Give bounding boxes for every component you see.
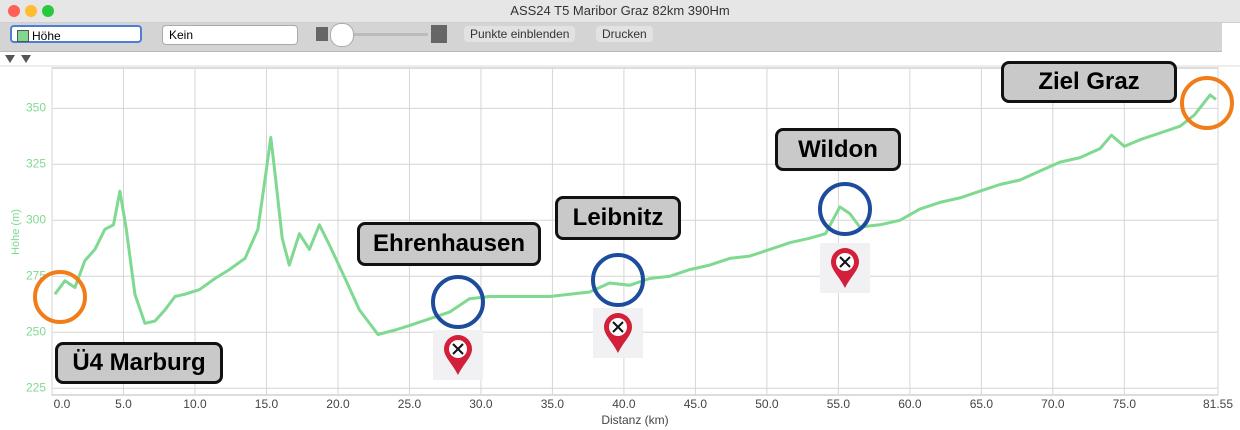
restaurant-pin xyxy=(433,330,483,380)
button[interactable]: Drucken xyxy=(596,26,653,42)
annotation-label: Leibnitz xyxy=(555,196,681,240)
pin-center xyxy=(609,318,627,336)
y-tick-label: 275 xyxy=(26,268,46,282)
close-button[interactable] xyxy=(8,5,20,17)
y-axis-label: Höhe (m) xyxy=(10,209,22,255)
y-tick-label: 250 xyxy=(26,324,46,338)
highlight-circle xyxy=(818,182,872,236)
toolbar: Höhe Kein Punkte einblenden Drucken xyxy=(0,23,1222,52)
cutlery-icon xyxy=(452,343,464,355)
restaurant-pin xyxy=(593,308,643,358)
select[interactable]: Kein xyxy=(162,25,298,45)
x-tick-label: 15.0 xyxy=(255,397,279,411)
icon xyxy=(316,27,328,41)
slider[interactable] xyxy=(340,33,428,36)
pin-background xyxy=(593,308,643,358)
x-tick-label: 25.0 xyxy=(398,397,422,411)
pin xyxy=(604,313,632,353)
select-text: Kein xyxy=(169,28,194,42)
x-axis-label: Distanz (km) xyxy=(601,413,668,427)
x-tick-label: 40.0 xyxy=(612,397,636,411)
highlight-circle xyxy=(431,275,485,329)
restaurant-pin xyxy=(820,243,870,293)
x-tick-label: 10.0 xyxy=(183,397,207,411)
select[interactable]: Höhe xyxy=(10,25,142,43)
x-tick-label: 35.0 xyxy=(541,397,565,411)
collapse-icon xyxy=(5,55,15,63)
y-tick-label: 300 xyxy=(26,212,46,226)
slider-thumb[interactable] xyxy=(330,23,354,47)
title-bar: ASS24 T5 Maribor Graz 82km 390Hm xyxy=(0,0,1240,23)
highlight-circle xyxy=(591,253,645,307)
x-tick-label: 55.0 xyxy=(827,397,851,411)
zoom-button[interactable] xyxy=(42,5,54,17)
x-tick-label: 70.0 xyxy=(1041,397,1065,411)
cutlery-icon xyxy=(839,256,851,268)
x-tick-label: 30.0 xyxy=(469,397,493,411)
x-tick-label: 81.55 xyxy=(1203,397,1233,411)
pin-background xyxy=(433,330,483,380)
y-tick-label: 225 xyxy=(26,380,46,394)
highlight-circle xyxy=(1180,76,1234,130)
cutlery-icon xyxy=(612,321,624,333)
window-title: ASS24 T5 Maribor Graz 82km 390Hm xyxy=(510,3,730,18)
x-tick-label: 5.0 xyxy=(115,397,132,411)
select-text: Höhe xyxy=(32,29,61,43)
y-tick-label: 325 xyxy=(26,156,46,170)
x-tick-label: 0.0 xyxy=(54,397,71,411)
pin-center xyxy=(449,340,467,358)
annotation-label: Ziel Graz xyxy=(1001,61,1177,103)
pin-center xyxy=(836,253,854,271)
x-tick-label: 65.0 xyxy=(970,397,994,411)
collapse-icon xyxy=(21,55,31,63)
pin-background xyxy=(820,243,870,293)
annotation-label: Wildon xyxy=(775,128,901,171)
annotation-label: Ü4 Marburg xyxy=(55,342,223,384)
y-tick-label: 350 xyxy=(26,100,46,114)
pin xyxy=(831,248,859,288)
pin xyxy=(444,335,472,375)
x-tick-label: 45.0 xyxy=(684,397,708,411)
x-tick-label: 60.0 xyxy=(898,397,922,411)
button[interactable]: Punkte einblenden xyxy=(464,26,576,42)
highlight-circle xyxy=(33,270,87,324)
minimize-button[interactable] xyxy=(25,5,37,17)
x-tick-label: 75.0 xyxy=(1113,397,1137,411)
icon xyxy=(431,25,447,43)
annotation-label: Ehrenhausen xyxy=(357,222,541,266)
x-tick-label: 50.0 xyxy=(755,397,779,411)
x-tick-label: 20.0 xyxy=(326,397,350,411)
